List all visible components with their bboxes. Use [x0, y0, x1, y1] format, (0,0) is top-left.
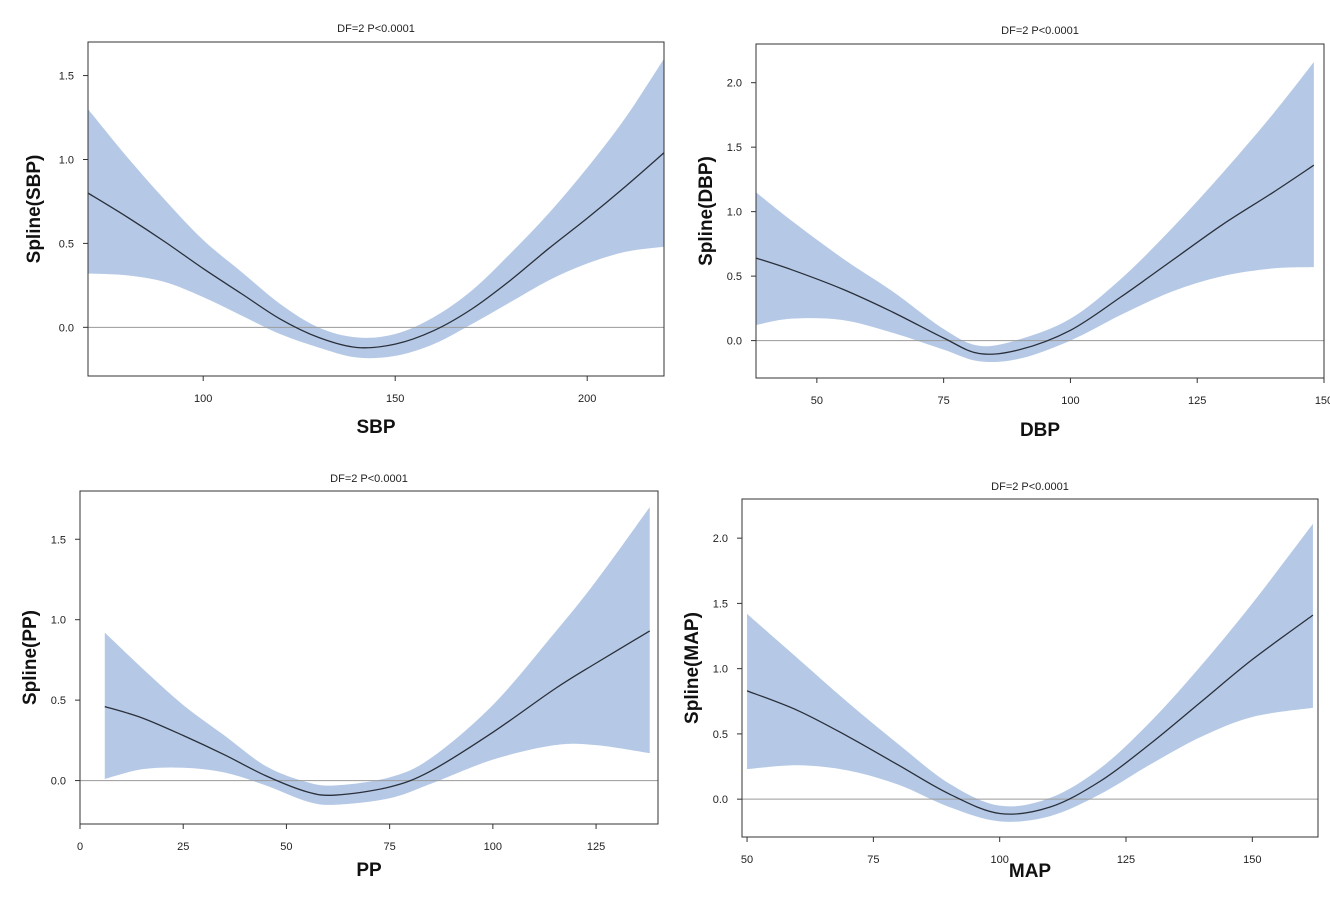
chart-panel-pp: DF=2 P<0.0001 0 25 50 75 100 125 0.0 0.5 1.0 1.5 PP… [20, 473, 659, 881]
x-tick-label: 75 [938, 395, 950, 407]
spline-curve [746, 614, 1314, 815]
plot-frame [741, 498, 1319, 838]
x-tick-label: 125 [587, 841, 605, 853]
x-tick-label: 25 [177, 841, 189, 853]
confidence-band [88, 58, 664, 359]
plot-frame [79, 490, 659, 825]
x-tick-label: 50 [280, 841, 292, 853]
y-tick-label: 0.0 [713, 794, 728, 806]
y-tick-label: 1.5 [713, 598, 728, 610]
y-axis-label: Spline(MAP) [682, 612, 703, 724]
stat-annotation: DF=2 P<0.0001 [1001, 25, 1079, 37]
y-tick-label: 2.0 [727, 78, 742, 90]
y-tick-label: 0.5 [59, 238, 74, 250]
x-tick-label: 200 [578, 393, 596, 405]
x-axis-label: MAP [1009, 861, 1052, 882]
x-tick-label: 125 [1117, 854, 1135, 866]
x-tick-label: 150 [1243, 854, 1261, 866]
x-tick-label: 100 [1061, 395, 1079, 407]
chart-panel-dbp: DF=2 P<0.0001 50 75 100 125 150 0.0 0.5 1.0 1.5 2.… [696, 25, 1330, 441]
y-tick-label: 2.0 [713, 533, 728, 545]
plot-frame [87, 41, 665, 377]
stat-annotation: DF=2 P<0.0001 [337, 23, 415, 35]
y-axis-label: Spline(SBP) [24, 155, 45, 264]
y-tick-label: 0.0 [59, 322, 74, 334]
y-tick-label: 0.5 [713, 729, 728, 741]
plot-area [88, 58, 664, 359]
y-tick-label: 1.0 [713, 664, 728, 676]
x-axis-label: DBP [1020, 420, 1060, 441]
x-axis-label: PP [356, 860, 382, 881]
x-tick-label: 0 [77, 841, 83, 853]
y-tick-label: 0.5 [51, 695, 66, 707]
plot-area [756, 62, 1324, 363]
plot-area [742, 523, 1318, 822]
spline-curve [756, 164, 1315, 355]
x-tick-label: 75 [384, 841, 396, 853]
plot-area [80, 507, 658, 805]
y-axis-label: Spline(PP) [20, 610, 41, 705]
x-axis-label: SBP [356, 417, 395, 438]
y-tick-label: 0.0 [51, 776, 66, 788]
plot-frame [755, 43, 1325, 379]
y-tick-label: 1.5 [727, 142, 742, 154]
x-tick-label: 50 [811, 395, 823, 407]
y-tick-label: 1.5 [59, 71, 74, 83]
confidence-band [104, 507, 650, 805]
y-tick-label: 1.0 [51, 615, 66, 627]
spline-curve [104, 630, 651, 796]
y-tick-label: 1.0 [59, 154, 74, 166]
confidence-band [756, 62, 1314, 363]
chart-panel-sbp: DF=2 P<0.0001 100 150 200 0.0 0.5 1.0 1.5 SBP Spl… [24, 23, 665, 438]
y-tick-label: 1.0 [727, 207, 742, 219]
y-tick-label: 0.0 [727, 336, 742, 348]
chart-panel-map: DF=2 P<0.0001 50 75 100 125 150 0.0 0.5 1.0 1.5 2.… [682, 481, 1319, 882]
stat-annotation: DF=2 P<0.0001 [991, 481, 1069, 493]
y-axis-label: Spline(DBP) [696, 156, 717, 266]
x-tick-label: 100 [991, 854, 1009, 866]
spline-curve [88, 152, 664, 349]
x-tick-label: 150 [386, 393, 404, 405]
x-tick-label: 100 [484, 841, 502, 853]
x-tick-label: 50 [741, 854, 753, 866]
x-tick-label: 75 [867, 854, 879, 866]
x-tick-label: 100 [194, 393, 212, 405]
stat-annotation: DF=2 P<0.0001 [330, 473, 408, 485]
x-tick-label: 125 [1188, 395, 1206, 407]
y-tick-label: 0.5 [727, 271, 742, 283]
x-tick-label: 150 [1315, 395, 1330, 407]
confidence-band [747, 523, 1313, 822]
y-tick-label: 1.5 [51, 534, 66, 546]
